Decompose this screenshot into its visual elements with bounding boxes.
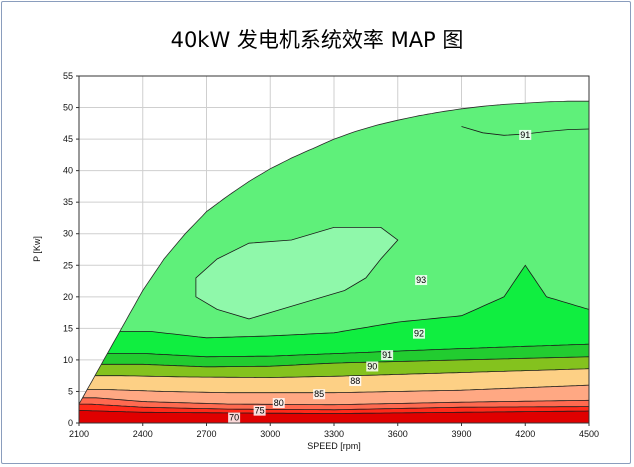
svg-text:70: 70 (229, 413, 239, 423)
x-tick-label: 2100 (69, 429, 89, 439)
x-tick-label: 4500 (579, 429, 599, 439)
x-tick-label: 3000 (260, 429, 280, 439)
svg-text:91: 91 (382, 350, 392, 360)
contour-lines (79, 100, 589, 414)
x-tick-label: 4200 (515, 429, 535, 439)
svg-text:75: 75 (255, 406, 265, 416)
y-tick-label: 35 (63, 197, 73, 207)
y-tick-label: 25 (63, 260, 73, 270)
contour-line-80 (79, 397, 589, 406)
contour-line-85 (79, 384, 589, 394)
y-tick-label: 20 (63, 292, 73, 302)
contour-line-91 (79, 343, 589, 358)
max-power-curve (79, 100, 589, 405)
contour-label: 70 (228, 412, 241, 423)
contour-label: 75 (253, 405, 266, 416)
y-tick-label: 30 (63, 229, 73, 239)
contour-line-88 (79, 368, 589, 379)
efficiency-region-93 (195, 227, 399, 320)
chart-title: 40kW 发电机系统效率 MAP 图 (170, 28, 464, 52)
y-tick-label: 50 (63, 103, 73, 113)
svg-text:85: 85 (314, 389, 324, 399)
svg-text:92: 92 (414, 329, 424, 339)
contour-line-75 (79, 403, 589, 411)
contour-label: 80 (272, 398, 285, 409)
y-tick-label: 40 (63, 166, 73, 176)
contour-labels: 70 75 80 85 88 90 91 92 93 91 (228, 129, 532, 423)
x-axis-ticks: 2100 2400 2700 3000 3300 3600 3900 4200 4500 (69, 423, 599, 439)
y-axis-label: P [Kw] (32, 236, 42, 262)
contour-label: 91 (519, 129, 532, 140)
svg-text:91: 91 (520, 130, 530, 140)
contour-line-92 (79, 264, 589, 339)
y-tick-label: 55 (63, 71, 73, 81)
contour-label: 93 (415, 275, 428, 286)
x-tick-label: 3300 (324, 429, 344, 439)
x-tick-label: 3900 (451, 429, 471, 439)
contour-label: 92 (413, 328, 425, 339)
x-tick-label: 2700 (196, 429, 216, 439)
contour-label: 90 (366, 361, 379, 372)
x-tick-label: 3600 (388, 429, 408, 439)
x-tick-label: 2400 (133, 429, 153, 439)
y-tick-label: 10 (63, 355, 73, 365)
contour-line-70 (79, 410, 589, 414)
y-tick-label: 45 (63, 134, 73, 144)
contour-label: 88 (349, 375, 362, 386)
y-tick-label: 15 (63, 323, 73, 333)
x-axis-label: SPEED [rpm] (307, 441, 361, 451)
svg-text:93: 93 (416, 275, 426, 285)
svg-text:90: 90 (367, 361, 377, 371)
y-tick-label: 5 (68, 386, 73, 396)
svg-text:88: 88 (350, 376, 360, 386)
y-tick-label: 0 (68, 418, 73, 428)
contour-label: 91 (381, 350, 394, 361)
contour-line-90 (79, 356, 589, 368)
contour-label: 85 (313, 389, 326, 400)
svg-text:80: 80 (274, 398, 284, 408)
y-axis-ticks: 0 5 10 15 20 25 30 35 40 45 50 55 (63, 71, 79, 428)
